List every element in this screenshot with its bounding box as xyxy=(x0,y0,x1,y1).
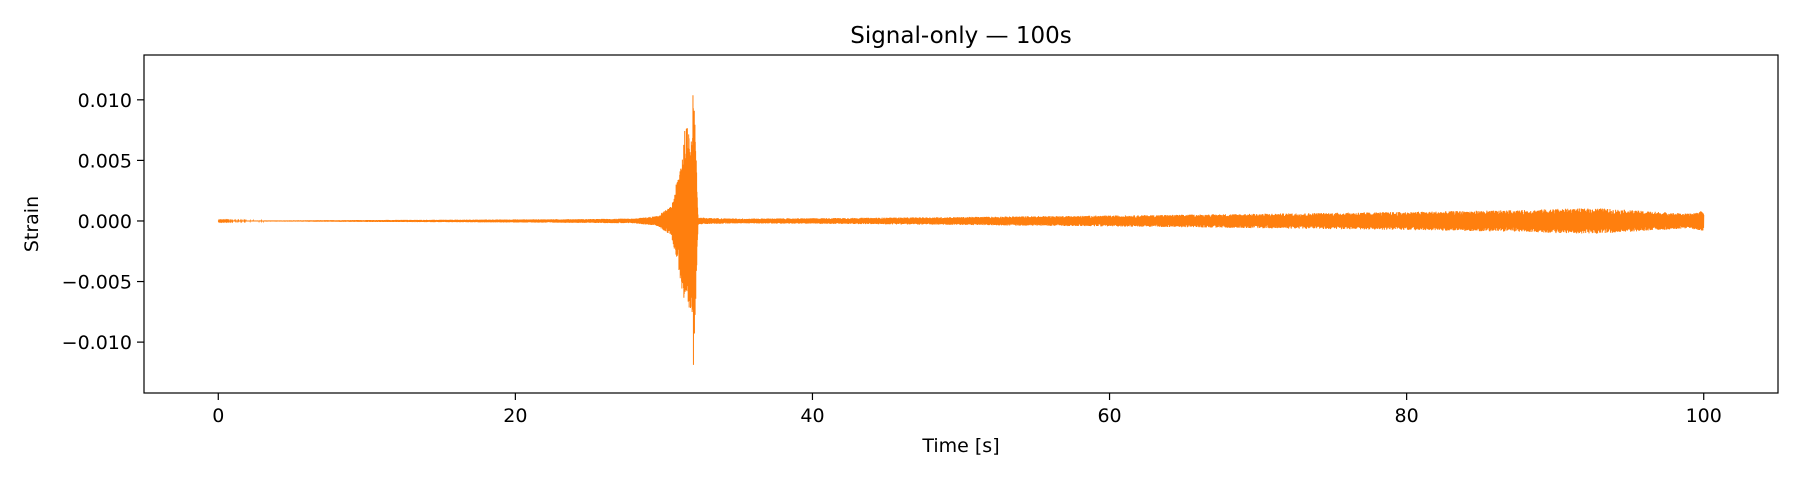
plot-frame xyxy=(143,54,1779,394)
chart-title: Signal-only — 100s xyxy=(850,23,1072,49)
x-axis: 0 20 40 60 80 100 xyxy=(212,393,1722,427)
x-tick-label: 100 xyxy=(1686,405,1722,427)
series-line xyxy=(217,95,1705,365)
y-axis: −0.010 −0.005 0.000 0.005 0.010 xyxy=(62,90,144,354)
x-tick-label: 0 xyxy=(212,405,224,427)
y-axis-label: Strain xyxy=(21,196,43,252)
x-axis-label: Time [s] xyxy=(921,435,999,457)
y-tick-label: 0.010 xyxy=(78,90,132,112)
y-tick-label: −0.010 xyxy=(62,332,132,354)
plot-area xyxy=(217,95,1705,365)
y-tick-label: 0.000 xyxy=(78,211,132,233)
x-tick-label: 20 xyxy=(503,405,527,427)
y-tick-label: 0.005 xyxy=(78,150,132,172)
x-tick-label: 60 xyxy=(1097,405,1121,427)
y-tick-label: −0.005 xyxy=(62,272,132,294)
x-tick-label: 80 xyxy=(1395,405,1419,427)
x-tick-label: 40 xyxy=(800,405,824,427)
